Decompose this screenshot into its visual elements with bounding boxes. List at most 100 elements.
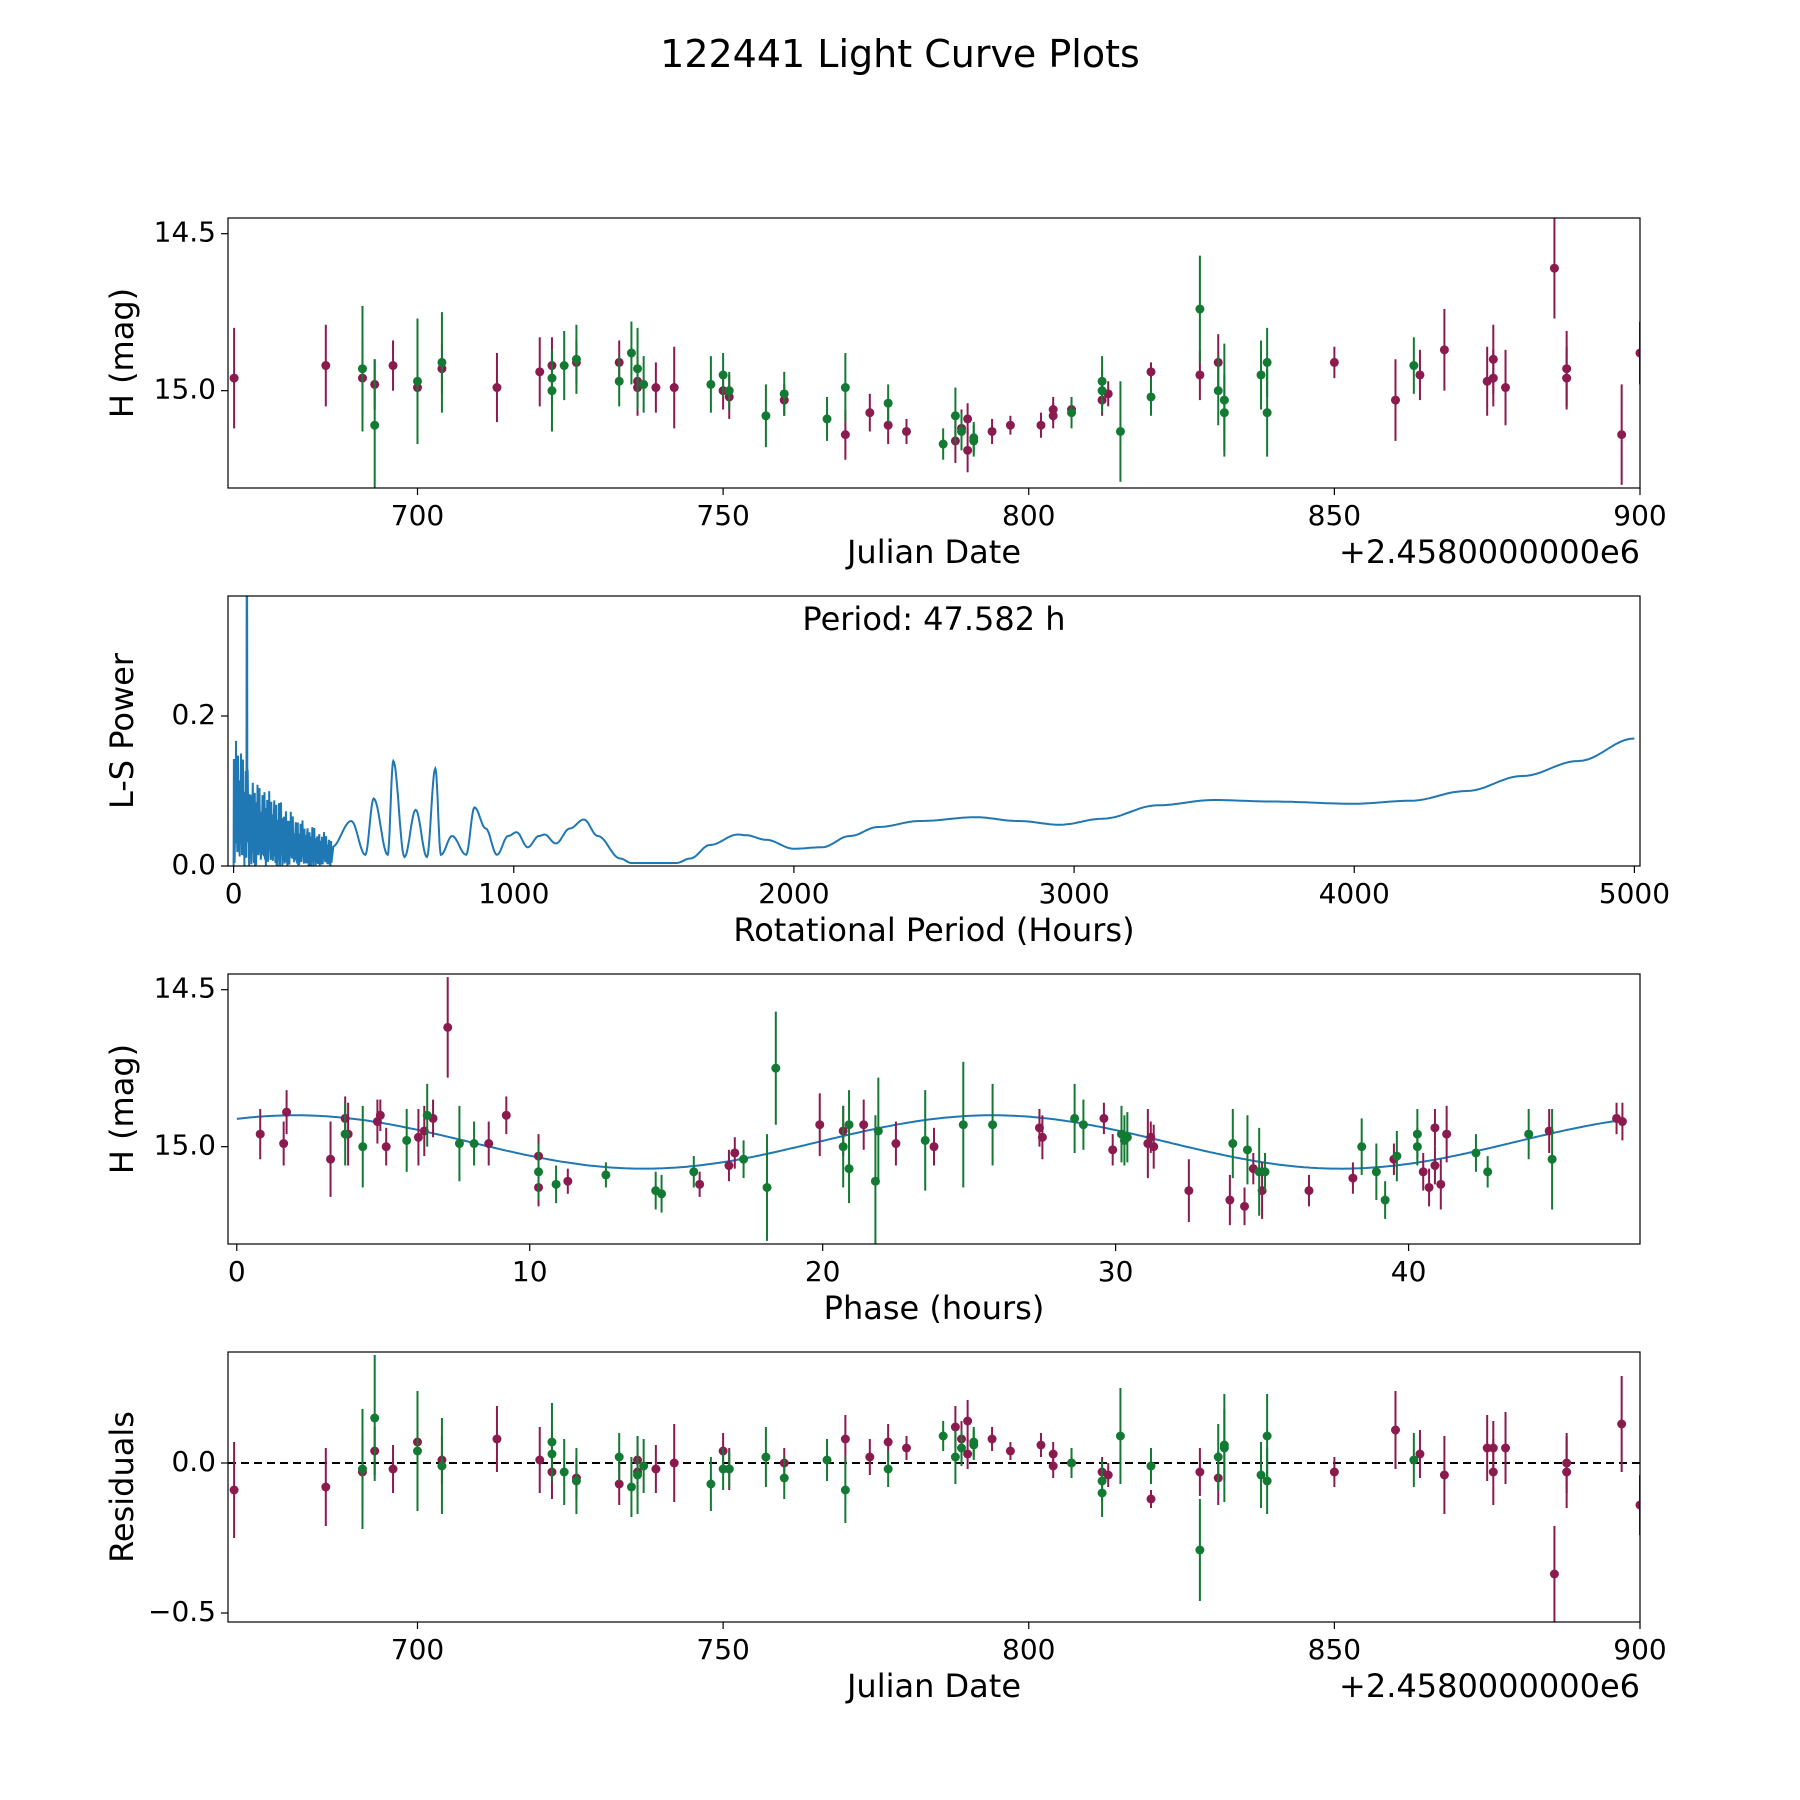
data-point xyxy=(779,389,789,399)
data-point xyxy=(454,1139,464,1149)
x-tick-label: 800 xyxy=(1002,1633,1055,1666)
data-point xyxy=(370,420,380,430)
data-point xyxy=(844,1120,854,1130)
data-point xyxy=(1242,1145,1252,1155)
data-point xyxy=(761,411,771,421)
data-point xyxy=(614,376,624,386)
plot-area-light_curve xyxy=(229,218,1640,488)
data-point xyxy=(1034,1123,1044,1133)
data-point xyxy=(1329,1467,1339,1477)
data-point xyxy=(437,357,447,367)
data-point xyxy=(1097,386,1107,396)
data-point xyxy=(1099,1113,1109,1123)
x-tick-label: 800 xyxy=(1002,499,1055,532)
data-point xyxy=(1048,405,1058,415)
data-point xyxy=(357,1464,367,1474)
data-point xyxy=(1547,1154,1557,1164)
data-point xyxy=(551,1179,561,1189)
x-offset-label: +2.4580000000e6 xyxy=(1339,533,1640,571)
data-point xyxy=(1483,1167,1493,1177)
data-point xyxy=(1436,1179,1446,1189)
data-point xyxy=(1430,1161,1440,1171)
data-point xyxy=(1195,1545,1205,1555)
data-point xyxy=(388,361,398,371)
data-point xyxy=(963,1416,973,1426)
x-tick-label: 0 xyxy=(228,1255,246,1288)
data-point xyxy=(1562,364,1572,374)
data-point xyxy=(1617,1419,1627,1429)
data-point xyxy=(559,1467,569,1477)
series-series_b xyxy=(340,1011,1557,1244)
x-tick-label: 2000 xyxy=(758,877,829,910)
data-point xyxy=(1146,392,1156,402)
data-point xyxy=(1115,426,1125,436)
data-point xyxy=(730,1148,740,1158)
data-point xyxy=(639,1461,649,1471)
data-point xyxy=(1415,1449,1425,1459)
data-point xyxy=(381,1142,391,1152)
data-point xyxy=(844,1164,854,1174)
data-point xyxy=(492,1434,502,1444)
series-series_a xyxy=(229,218,1640,485)
data-point xyxy=(1260,1167,1270,1177)
data-point xyxy=(901,1443,911,1453)
x-axis-label: Julian Date xyxy=(845,1667,1021,1705)
data-point xyxy=(651,1464,661,1474)
data-point xyxy=(963,1449,973,1459)
data-point xyxy=(657,1189,667,1199)
data-point xyxy=(840,430,850,440)
data-point xyxy=(865,1452,875,1462)
data-point xyxy=(988,1120,998,1130)
x-tick-label: 900 xyxy=(1613,1633,1666,1666)
y-tick-label: 15.0 xyxy=(154,1129,216,1162)
data-point xyxy=(1067,1458,1077,1468)
data-point xyxy=(938,439,948,449)
data-point xyxy=(535,367,545,377)
data-point xyxy=(865,408,875,418)
y-axis-label: H (mag) xyxy=(103,1044,141,1174)
data-point xyxy=(1390,1425,1400,1435)
data-point xyxy=(402,1135,412,1145)
data-point xyxy=(891,1139,901,1149)
x-tick-label: 10 xyxy=(512,1255,548,1288)
data-point xyxy=(987,426,997,436)
data-point xyxy=(706,379,716,389)
period-annotation: Period: 47.582 h xyxy=(802,600,1065,638)
data-point xyxy=(1146,1494,1156,1504)
data-point xyxy=(1219,1443,1229,1453)
axis-frame-light_curve xyxy=(227,217,1641,489)
data-point xyxy=(1097,1476,1107,1486)
data-point xyxy=(963,414,973,424)
data-point xyxy=(969,1440,979,1450)
y-tick-label: 0.0 xyxy=(171,1445,216,1478)
data-point xyxy=(1005,1446,1015,1456)
data-point xyxy=(859,1120,869,1130)
data-point xyxy=(739,1154,749,1164)
x-tick-label: 0 xyxy=(225,877,243,910)
data-point xyxy=(762,1182,772,1192)
data-point xyxy=(1195,370,1205,380)
data-point xyxy=(838,1142,848,1152)
data-point xyxy=(1262,357,1272,367)
data-point xyxy=(1225,1195,1235,1205)
data-point xyxy=(1228,1139,1238,1149)
data-point xyxy=(840,383,850,393)
data-point xyxy=(614,1452,624,1462)
data-point xyxy=(437,1461,447,1471)
data-point xyxy=(1501,1443,1511,1453)
data-point xyxy=(443,1022,453,1032)
data-point xyxy=(1439,345,1449,355)
data-point xyxy=(957,1443,967,1453)
axis-frame-residuals xyxy=(227,1351,1641,1623)
y-tick-label: 15.0 xyxy=(154,373,216,406)
y-axis-label: H (mag) xyxy=(103,288,141,418)
data-point xyxy=(1070,1113,1080,1123)
data-point xyxy=(1418,1167,1428,1177)
data-point xyxy=(370,1413,380,1423)
x-axis-label: Rotational Period (Hours) xyxy=(733,911,1134,949)
data-point xyxy=(563,1176,573,1186)
data-point xyxy=(669,1458,679,1468)
data-point xyxy=(873,1126,883,1136)
data-point xyxy=(840,1485,850,1495)
